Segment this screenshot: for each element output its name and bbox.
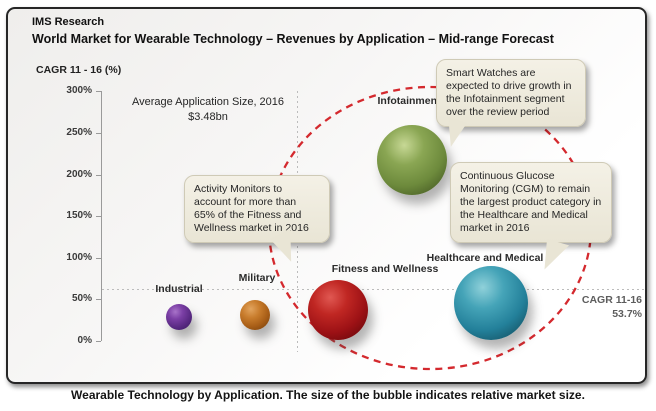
y-axis-line [101, 91, 102, 341]
y-axis-tick [96, 299, 101, 300]
y-axis-title: CAGR 11 - 16 (%) [36, 64, 122, 76]
y-tick-label: 200% [66, 169, 92, 180]
y-tick-label: 50% [71, 293, 92, 304]
bubble-healthcare-and-medical [454, 266, 528, 340]
y-tick-label: 100% [66, 252, 92, 263]
y-axis-tick [96, 258, 101, 259]
average-cagr-value: 53.7% [612, 308, 642, 320]
y-axis-tick [96, 91, 101, 92]
bubble-fitness-and-wellness [308, 280, 368, 340]
average-size-line2: $3.48bn [188, 111, 228, 123]
chart-title: World Market for Wearable Technology – R… [32, 32, 554, 46]
y-tick-label: 300% [66, 85, 92, 96]
y-axis-tick [96, 341, 101, 342]
y-tick-label: 150% [66, 210, 92, 221]
bubble-label-industrial: Industrial [155, 283, 203, 295]
chart-card: IMS Research World Market for Wearable T… [6, 7, 647, 384]
callout-cgm: Continuous Glucose Monitoring (CGM) to r… [450, 162, 612, 275]
bubble-label-healthcare: Healthcare and Medical [426, 252, 544, 264]
callout-tail [538, 239, 570, 275]
bubble-industrial [166, 304, 192, 330]
callout-tail [438, 116, 467, 150]
average-application-size-note: Average Application Size, 2016 $3.48bn [127, 95, 289, 125]
y-tick-label: 0% [77, 335, 92, 346]
callout-activity-monitors: Activity Monitors to account for more th… [184, 175, 330, 266]
y-tick-label: 250% [66, 127, 92, 138]
bubble-military [240, 300, 270, 330]
brand-label: IMS Research [32, 16, 105, 28]
y-axis-tick [96, 216, 101, 217]
average-size-line1: Average Application Size, 2016 [131, 96, 285, 108]
average-cagr-label: CAGR 11-16 53.7% [542, 293, 642, 321]
callout-smart-text: Smart Watches are expected to drive grow… [446, 67, 572, 118]
y-axis-tick [96, 133, 101, 134]
callout-activity-text: Activity Monitors to account for more th… [194, 183, 309, 234]
average-cagr-title: CAGR 11-16 [581, 294, 642, 306]
callout-smart-watches: Smart Watches are expected to drive grow… [436, 59, 586, 150]
bubble-label-fitness: Fitness and Wellness [331, 263, 439, 275]
callout-cgm-text: Continuous Glucose Monitoring (CGM) to r… [460, 170, 602, 234]
bubble-infotainment [377, 125, 447, 195]
bubble-label-military: Military [238, 272, 276, 284]
y-axis-tick [96, 175, 101, 176]
figure-caption: Wearable Technology by Application. The … [71, 388, 585, 402]
